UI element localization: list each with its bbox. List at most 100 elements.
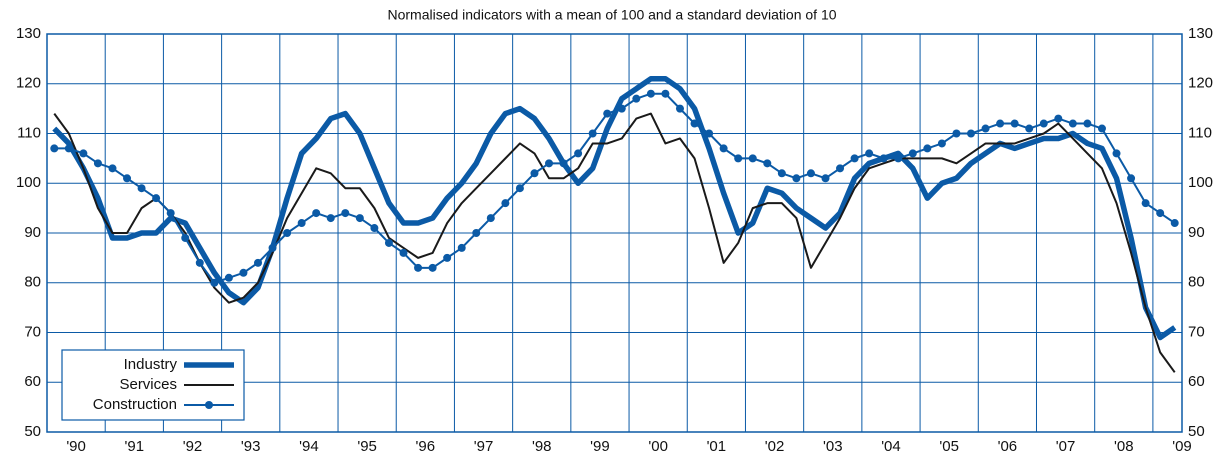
- data-point: [1083, 119, 1092, 128]
- data-point: [1127, 174, 1136, 183]
- data-point: [355, 214, 364, 223]
- data-point: [224, 273, 233, 282]
- data-point: [836, 164, 845, 173]
- y2-tick-label: 120: [1188, 75, 1213, 92]
- y-tick-label: 50: [24, 423, 41, 440]
- data-point: [486, 214, 495, 223]
- data-point: [137, 184, 146, 193]
- y2-tick-label: 110: [1188, 124, 1212, 141]
- y-tick-label: 130: [16, 25, 41, 42]
- series-line: [52, 76, 1177, 341]
- data-point: [879, 154, 888, 163]
- legend-dot: [205, 401, 213, 409]
- data-point: [1025, 124, 1034, 133]
- data-point: [646, 89, 655, 98]
- data-point: [632, 94, 641, 103]
- data-point: [617, 104, 626, 113]
- data-point: [370, 224, 379, 233]
- x-tick-label: '06: [998, 438, 1018, 455]
- data-point: [821, 174, 830, 183]
- data-point: [108, 164, 117, 173]
- data-point: [195, 258, 204, 267]
- data-point: [675, 104, 684, 113]
- x-tick-label: '96: [416, 438, 436, 455]
- data-point: [923, 144, 932, 153]
- x-tick-label: '02: [765, 438, 785, 455]
- data-point: [967, 129, 976, 138]
- data-point: [806, 169, 815, 178]
- data-point: [952, 129, 961, 138]
- data-point: [908, 149, 917, 158]
- data-point: [996, 119, 1005, 128]
- data-point: [894, 154, 903, 163]
- data-point: [748, 154, 757, 163]
- y-tick-label: 70: [24, 323, 41, 340]
- data-point: [1068, 119, 1077, 128]
- y2-tick-label: 90: [1188, 224, 1205, 241]
- data-point: [268, 243, 277, 252]
- data-point: [414, 263, 423, 272]
- data-point: [253, 258, 262, 267]
- legend-label: Industry: [124, 356, 178, 373]
- x-tick-label: '01: [707, 438, 727, 455]
- data-point: [661, 89, 670, 98]
- data-point: [850, 154, 859, 163]
- x-tick-label: '08: [1114, 438, 1134, 455]
- data-point: [152, 194, 161, 203]
- data-point: [690, 119, 699, 128]
- data-point: [428, 263, 437, 272]
- data-point: [472, 229, 481, 237]
- legend-label: Services: [119, 376, 177, 393]
- y-tick-label: 90: [24, 224, 41, 241]
- x-tick-label: '04: [881, 438, 901, 455]
- data-point: [501, 199, 510, 208]
- data-point: [341, 209, 350, 218]
- data-point: [312, 209, 321, 218]
- x-tick-label: '93: [241, 438, 261, 455]
- data-point: [399, 248, 408, 257]
- y2-tick-label: 100: [1188, 174, 1213, 191]
- data-point: [574, 149, 583, 158]
- data-point: [559, 159, 568, 168]
- data-point: [457, 243, 466, 252]
- x-tick-label: '00: [648, 438, 668, 455]
- data-point: [326, 214, 335, 223]
- y2-tick-label: 130: [1188, 25, 1213, 42]
- data-point: [1112, 149, 1121, 158]
- data-point: [50, 144, 59, 153]
- x-tick-label: '07: [1056, 438, 1076, 455]
- data-point: [210, 278, 219, 287]
- y-tick-label: 120: [16, 75, 41, 92]
- x-tick-label: '99: [590, 438, 610, 455]
- data-point: [166, 209, 175, 218]
- y-tick-label: 100: [16, 174, 41, 191]
- data-point: [530, 169, 539, 178]
- series-line: [53, 112, 1176, 373]
- x-tick-label: '98: [532, 438, 552, 455]
- data-point: [545, 159, 554, 168]
- data-point: [181, 233, 190, 242]
- data-point: [1054, 114, 1063, 123]
- data-point: [1170, 219, 1179, 228]
- data-point: [1141, 199, 1150, 208]
- x-tick-label: '91: [125, 438, 145, 455]
- data-point: [79, 149, 88, 158]
- data-point: [981, 124, 990, 133]
- data-point: [1039, 119, 1048, 128]
- data-point: [777, 169, 786, 178]
- y-tick-label: 80: [24, 274, 41, 291]
- x-tick-label: '92: [183, 438, 203, 455]
- data-point: [123, 174, 132, 183]
- data-point: [1097, 124, 1106, 133]
- x-tick-label: '90: [66, 438, 86, 455]
- x-tick-label: '09: [1172, 438, 1192, 455]
- x-tick-label: '94: [299, 438, 319, 455]
- data-point: [515, 184, 524, 193]
- y-tick-label: 110: [17, 124, 41, 141]
- data-point: [588, 129, 597, 138]
- data-point: [283, 229, 292, 237]
- data-point: [734, 154, 743, 163]
- data-point: [1156, 209, 1165, 218]
- data-point: [719, 144, 728, 153]
